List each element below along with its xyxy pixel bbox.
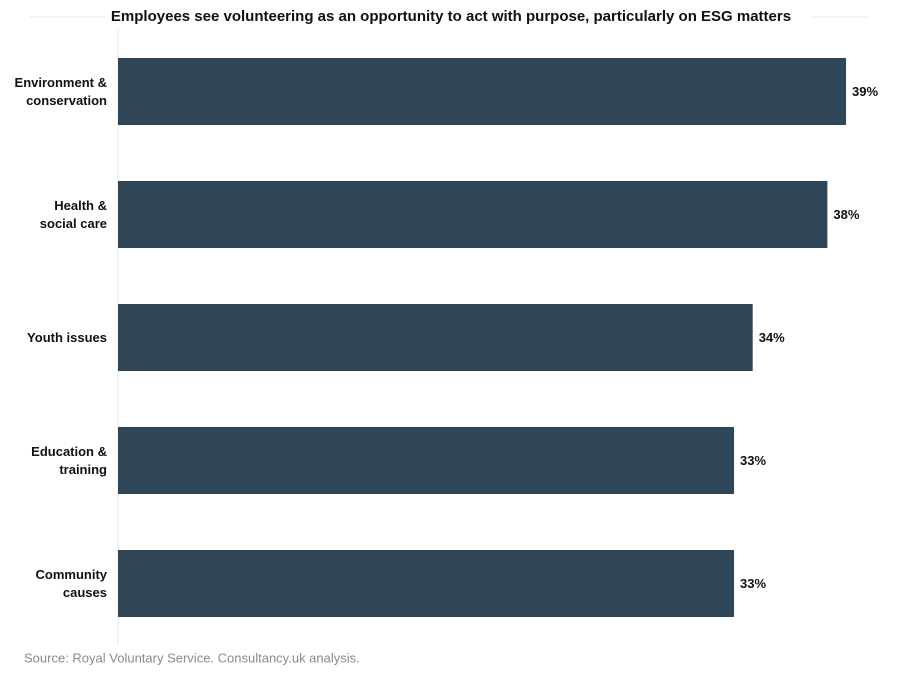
- value-label: 33%: [740, 453, 766, 468]
- category-label: Community causes: [35, 566, 108, 600]
- value-label: 38%: [833, 207, 859, 222]
- bar: [118, 181, 828, 248]
- category-label: Environment & conservation: [14, 74, 107, 108]
- bar: [118, 304, 753, 371]
- source-note: Source: Royal Voluntary Service. Consult…: [24, 650, 360, 665]
- category-label: Education & training: [31, 443, 107, 477]
- chart-title: Employees see volunteering as an opportu…: [111, 8, 791, 25]
- value-label: 33%: [740, 576, 766, 591]
- bar: [118, 58, 847, 125]
- value-label: 34%: [759, 330, 785, 345]
- value-label: 39%: [852, 84, 878, 99]
- bar: [118, 550, 735, 617]
- category-label: Health & social care: [39, 197, 107, 231]
- category-label: Youth issues: [27, 329, 107, 345]
- bar: [118, 427, 735, 494]
